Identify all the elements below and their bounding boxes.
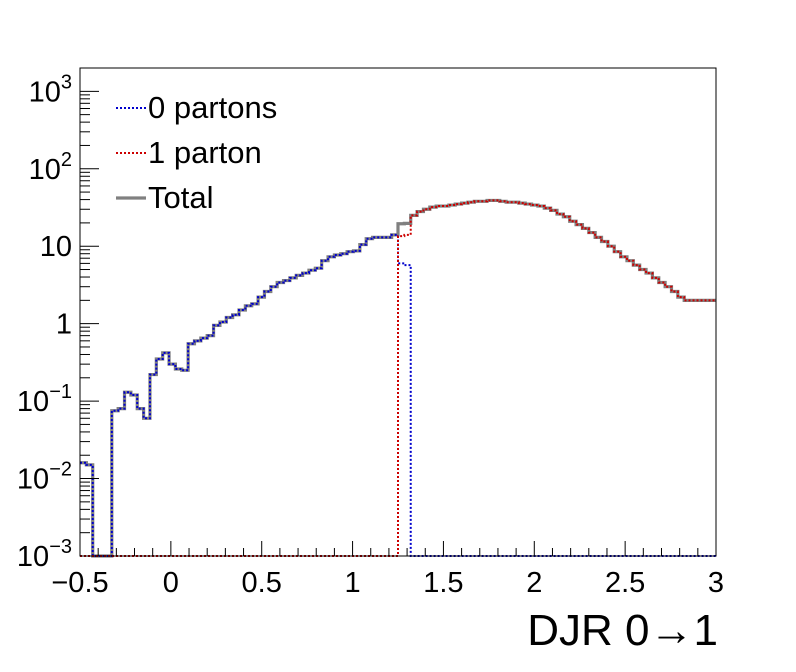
legend-label: 1 parton	[148, 135, 262, 170]
y-tick-label: 10−2	[17, 459, 72, 496]
series-line-1-parton	[80, 199, 716, 557]
y-tick-label: 10−1	[17, 381, 72, 418]
x-tick-labels: −0.5 0 0.5 1 1.5 2 2.5 3	[51, 567, 724, 599]
series-line-0-partons	[80, 233, 716, 557]
x-tick-label: 0	[163, 567, 179, 599]
x-tick-label: 2.5	[605, 567, 645, 599]
plot-frame	[79, 67, 717, 557]
y-tick-labels: 10−3 10−2 10−1 1 10 102 103	[17, 71, 72, 573]
data-layer	[80, 198, 716, 558]
legend: 0 partons 1 parton Total	[116, 90, 277, 215]
x-tick-label: 3	[708, 567, 724, 599]
x-axis-label: DJR 0→1	[527, 606, 718, 655]
x-tick-label: 1.5	[423, 567, 463, 599]
legend-label: Total	[148, 180, 213, 215]
y-tick-label: 10	[40, 231, 72, 263]
x-tick-label: 2	[526, 567, 542, 599]
legend-label: 0 partons	[148, 90, 277, 125]
y-tick-label: 10−3	[17, 536, 72, 573]
y-tick-label: 103	[29, 71, 72, 108]
x-tick-label: −0.5	[51, 567, 108, 599]
y-tick-label: 1	[56, 309, 72, 341]
y-tick-label: 102	[29, 149, 72, 186]
x-tick-label: 0.5	[242, 567, 282, 599]
x-tick-label: 1	[345, 567, 361, 599]
